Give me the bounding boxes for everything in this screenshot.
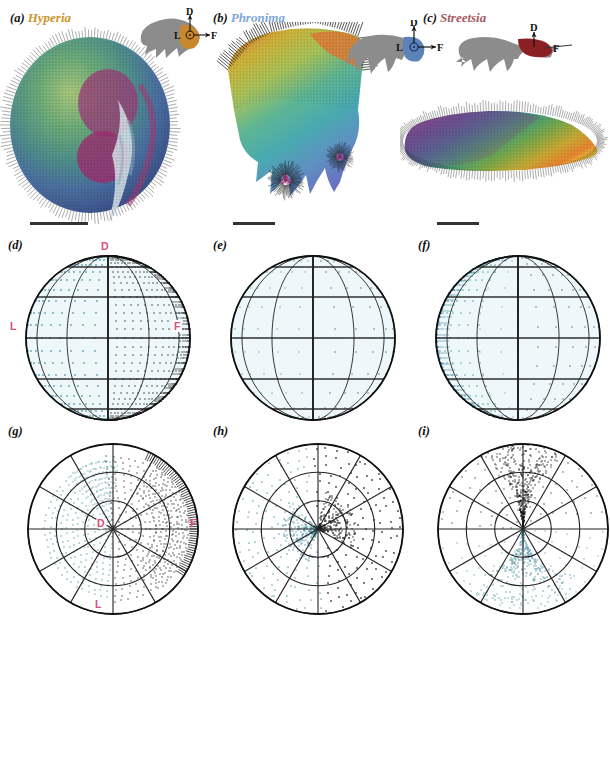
- svg-text:L: L: [396, 42, 403, 53]
- svg-text:D: D: [530, 22, 538, 33]
- svg-text:F: F: [211, 30, 217, 41]
- svg-text:F: F: [553, 43, 559, 54]
- svg-text:D: D: [410, 20, 418, 28]
- svg-text:D: D: [186, 6, 193, 17]
- svg-text:L: L: [174, 30, 181, 41]
- svg-text:F: F: [437, 42, 443, 53]
